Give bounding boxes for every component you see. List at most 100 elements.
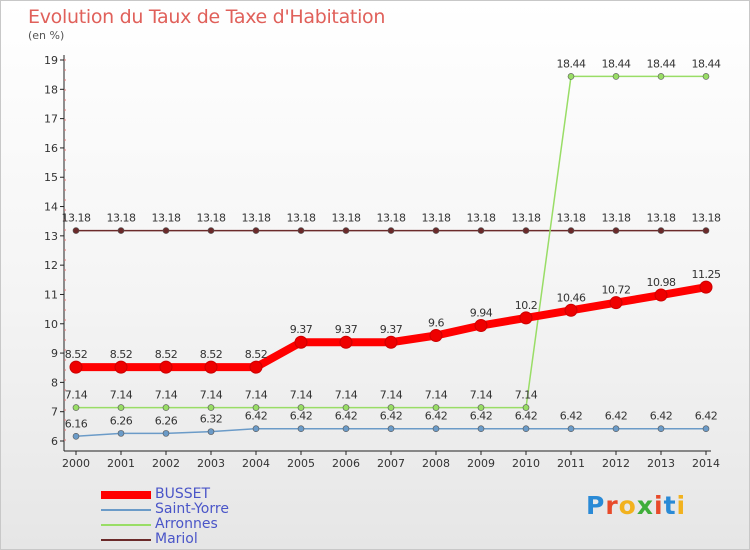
data-point bbox=[429, 328, 443, 342]
data-point bbox=[477, 227, 485, 234]
data-label: 9.37 bbox=[290, 323, 313, 336]
data-label: 7.14 bbox=[245, 389, 268, 402]
data-point bbox=[252, 404, 260, 411]
y-tick-label: 17 bbox=[44, 113, 58, 126]
y-tick-label: 11 bbox=[44, 288, 58, 301]
data-label: 6.42 bbox=[380, 410, 403, 423]
data-label: 13.18 bbox=[422, 212, 451, 225]
data-label: 13.18 bbox=[287, 212, 316, 225]
data-label: 8.52 bbox=[155, 348, 178, 361]
data-label: 9.37 bbox=[380, 323, 403, 336]
data-label: 6.42 bbox=[695, 410, 718, 423]
y-tick-label: 9 bbox=[51, 347, 58, 360]
legend-swatch bbox=[101, 524, 151, 526]
data-label: 6.42 bbox=[290, 410, 313, 423]
data-point bbox=[522, 425, 530, 432]
data-point bbox=[477, 404, 485, 411]
x-tick-label: 2003 bbox=[197, 457, 225, 470]
data-label: 13.18 bbox=[602, 212, 631, 225]
data-point bbox=[207, 404, 215, 411]
data-label: 7.14 bbox=[155, 389, 178, 402]
data-label: 13.18 bbox=[197, 212, 226, 225]
legend-item-arronnes: Arronnes bbox=[101, 516, 321, 532]
data-point bbox=[702, 227, 710, 234]
data-point bbox=[342, 404, 350, 411]
data-label: 6.42 bbox=[650, 410, 673, 423]
data-point bbox=[117, 227, 125, 234]
data-point bbox=[657, 425, 665, 432]
data-label: 6.16 bbox=[65, 417, 88, 430]
data-label: 7.14 bbox=[515, 389, 538, 402]
data-label: 13.18 bbox=[107, 212, 136, 225]
data-point bbox=[342, 425, 350, 432]
data-point bbox=[702, 425, 710, 432]
data-point bbox=[117, 430, 125, 437]
data-label: 6.42 bbox=[560, 410, 583, 423]
data-label: 13.18 bbox=[647, 212, 676, 225]
x-tick-label: 2005 bbox=[287, 457, 315, 470]
y-tick-label: 8 bbox=[51, 376, 58, 389]
chart-title: Evolution du Taux de Taxe d'Habitation bbox=[28, 6, 386, 28]
data-label: 9.6 bbox=[428, 316, 444, 329]
data-point bbox=[432, 404, 440, 411]
data-point bbox=[207, 227, 215, 234]
y-tick-label: 15 bbox=[44, 171, 58, 184]
legend-label: Saint-Yorre bbox=[155, 501, 229, 517]
data-label: 7.14 bbox=[290, 389, 313, 402]
data-label: 13.18 bbox=[152, 212, 181, 225]
data-point bbox=[297, 404, 305, 411]
data-point bbox=[654, 288, 668, 302]
x-tick-label: 2011 bbox=[557, 457, 585, 470]
data-point bbox=[162, 227, 170, 234]
y-tick-label: 12 bbox=[44, 259, 58, 272]
data-point bbox=[252, 227, 260, 234]
data-label: 6.32 bbox=[200, 413, 223, 426]
data-point bbox=[564, 303, 578, 317]
data-label: 7.14 bbox=[65, 389, 88, 402]
data-label: 6.42 bbox=[470, 410, 493, 423]
data-point bbox=[114, 360, 128, 374]
data-point bbox=[207, 428, 215, 435]
data-label: 6.42 bbox=[425, 410, 448, 423]
data-label: 11.25 bbox=[692, 268, 721, 281]
legend-item-busset: BUSSET bbox=[101, 486, 321, 502]
data-point bbox=[294, 335, 308, 349]
data-point bbox=[657, 73, 665, 80]
data-point bbox=[387, 227, 395, 234]
data-point bbox=[522, 227, 530, 234]
data-label: 6.26 bbox=[110, 414, 133, 427]
x-tick-label: 2000 bbox=[62, 457, 90, 470]
data-point bbox=[297, 425, 305, 432]
data-point bbox=[432, 425, 440, 432]
data-point bbox=[162, 404, 170, 411]
data-label: 8.52 bbox=[65, 348, 88, 361]
x-tick-label: 2006 bbox=[332, 457, 360, 470]
data-label: 6.42 bbox=[605, 410, 628, 423]
data-label: 9.94 bbox=[470, 307, 493, 320]
data-point bbox=[567, 227, 575, 234]
x-tick-label: 2008 bbox=[422, 457, 450, 470]
data-label: 10.2 bbox=[515, 299, 538, 312]
x-tick-label: 2014 bbox=[692, 457, 720, 470]
legend-item-saint-yorre: Saint-Yorre bbox=[101, 501, 321, 517]
data-point bbox=[387, 404, 395, 411]
data-point bbox=[612, 73, 620, 80]
x-tick-label: 2012 bbox=[602, 457, 630, 470]
data-point bbox=[387, 425, 395, 432]
data-point bbox=[204, 360, 218, 374]
legend-item-mariol: Mariol bbox=[101, 531, 321, 547]
data-point bbox=[342, 227, 350, 234]
data-point bbox=[699, 280, 713, 294]
data-point bbox=[72, 227, 80, 234]
data-point bbox=[162, 430, 170, 437]
legend-swatch bbox=[101, 491, 151, 499]
x-tick-label: 2009 bbox=[467, 457, 495, 470]
data-label: 10.98 bbox=[647, 276, 676, 289]
data-point bbox=[612, 227, 620, 234]
data-point bbox=[117, 404, 125, 411]
data-point bbox=[477, 425, 485, 432]
y-tick-label: 16 bbox=[44, 142, 58, 155]
data-point bbox=[567, 425, 575, 432]
data-label: 7.14 bbox=[110, 389, 133, 402]
